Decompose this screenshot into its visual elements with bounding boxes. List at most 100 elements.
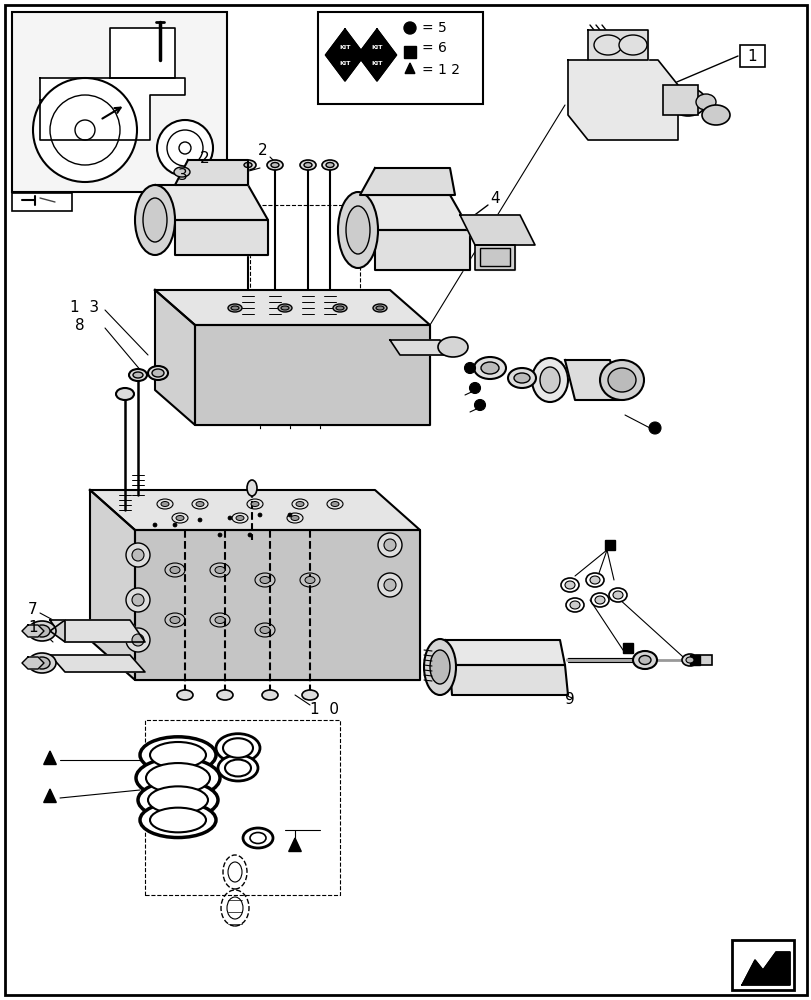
Ellipse shape [216,734,260,762]
Ellipse shape [612,591,622,599]
Bar [622,643,633,653]
Ellipse shape [539,367,560,393]
Ellipse shape [303,163,311,168]
Ellipse shape [129,369,147,381]
Ellipse shape [34,625,50,637]
Ellipse shape [372,304,387,312]
Bar [145,720,340,895]
Circle shape [247,533,251,537]
Ellipse shape [590,593,608,607]
Text: KIT: KIT [371,61,382,66]
Polygon shape [22,625,44,637]
Ellipse shape [174,167,190,177]
Ellipse shape [133,372,143,378]
Polygon shape [50,655,145,672]
Circle shape [33,78,137,182]
Ellipse shape [250,832,266,843]
Ellipse shape [681,654,697,666]
Circle shape [258,513,262,517]
Polygon shape [155,290,195,425]
Ellipse shape [230,306,238,310]
Text: KIT: KIT [339,45,350,50]
Polygon shape [568,60,677,140]
Ellipse shape [138,781,217,819]
Bar [12,12,227,192]
Polygon shape [195,325,430,425]
Text: 2: 2 [200,151,209,166]
Ellipse shape [143,198,167,242]
Polygon shape [354,195,470,230]
Ellipse shape [260,576,270,584]
Circle shape [157,120,212,176]
Ellipse shape [685,657,693,663]
Bar [663,85,697,115]
Ellipse shape [228,862,242,882]
Ellipse shape [215,616,225,624]
Ellipse shape [177,690,193,700]
Ellipse shape [299,160,315,170]
Ellipse shape [322,160,337,170]
Ellipse shape [227,897,242,919]
Text: 2: 2 [258,143,268,158]
Polygon shape [389,340,449,355]
Ellipse shape [564,581,574,589]
Polygon shape [40,78,185,140]
Ellipse shape [277,304,292,312]
Circle shape [152,523,157,527]
Ellipse shape [302,690,318,700]
Circle shape [173,523,177,527]
Polygon shape [155,185,268,220]
Circle shape [198,518,202,522]
Text: KIT: KIT [371,45,382,50]
Text: 1: 1 [746,49,756,64]
Circle shape [132,549,144,561]
Bar [695,655,711,665]
Polygon shape [155,290,430,325]
Polygon shape [741,952,789,985]
Ellipse shape [28,653,56,673]
Ellipse shape [217,690,233,700]
Polygon shape [90,490,419,530]
Polygon shape [375,230,470,270]
Ellipse shape [150,742,206,768]
Ellipse shape [437,337,467,357]
Bar [404,46,415,58]
Ellipse shape [508,368,535,388]
Ellipse shape [560,578,578,592]
Circle shape [228,516,232,520]
Circle shape [50,95,120,165]
Ellipse shape [267,160,283,170]
Ellipse shape [618,35,646,55]
Ellipse shape [608,588,626,602]
Ellipse shape [375,306,384,310]
Polygon shape [50,620,145,642]
Bar [604,540,614,550]
Text: 1  3: 1 3 [70,300,99,316]
Text: = 1 2: = 1 2 [422,63,460,77]
Polygon shape [474,245,514,270]
Circle shape [178,142,191,154]
Ellipse shape [260,626,270,634]
Ellipse shape [531,358,568,402]
Text: 9: 9 [564,692,574,708]
Bar [689,655,699,665]
Circle shape [464,362,475,373]
Ellipse shape [242,828,272,848]
Ellipse shape [325,163,333,168]
Circle shape [648,422,660,434]
Circle shape [126,628,150,652]
Polygon shape [587,30,647,60]
Ellipse shape [271,163,279,168]
Circle shape [288,513,292,517]
Bar [739,45,764,67]
Ellipse shape [565,598,583,612]
Polygon shape [405,63,414,74]
Polygon shape [357,29,396,81]
Ellipse shape [669,88,705,116]
Circle shape [126,543,150,567]
Ellipse shape [148,366,168,380]
Text: 8: 8 [75,318,84,332]
Ellipse shape [586,573,603,587]
Ellipse shape [513,373,530,383]
Ellipse shape [146,763,210,793]
